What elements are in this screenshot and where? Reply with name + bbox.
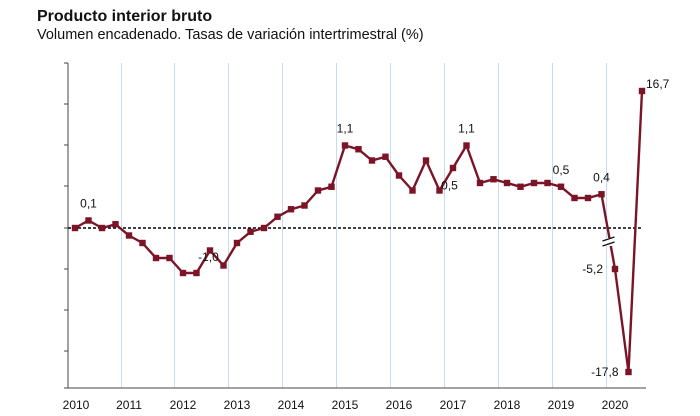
data-point bbox=[179, 269, 187, 277]
chart-title: Producto interior bruto bbox=[37, 8, 213, 25]
data-label: 0,4 bbox=[593, 170, 610, 184]
data-point bbox=[328, 183, 335, 190]
data-point bbox=[125, 232, 133, 239]
data-point bbox=[260, 224, 268, 232]
data-point bbox=[274, 213, 281, 220]
x-tick-label: 2013 bbox=[224, 398, 251, 412]
data-label: 1,1 bbox=[337, 122, 354, 136]
data-label: 0,5 bbox=[441, 179, 458, 193]
data-point bbox=[611, 265, 619, 273]
data-label: -17,8 bbox=[591, 365, 619, 379]
data-point bbox=[71, 224, 79, 232]
data-point bbox=[395, 172, 403, 179]
data-label: -5,2 bbox=[582, 262, 603, 276]
data-point bbox=[152, 254, 160, 262]
axis-break-mark bbox=[602, 236, 615, 242]
data-point bbox=[544, 179, 551, 187]
data-point bbox=[409, 187, 416, 194]
axis-break-gap bbox=[602, 238, 615, 246]
x-tick-label: 2019 bbox=[548, 398, 575, 412]
grid-layer bbox=[121, 63, 607, 388]
axis-break-mark bbox=[602, 241, 615, 247]
data-point bbox=[517, 183, 524, 190]
x-tick-label: 2012 bbox=[170, 398, 197, 412]
data-point bbox=[463, 142, 470, 149]
x-tick-label: 2016 bbox=[386, 398, 413, 412]
annotation-layer: 0,1 -1,0 1,1 0,5 1,1 0,5 0,4 -5,2 -17,8 16,7 bbox=[80, 77, 670, 379]
data-point bbox=[314, 187, 322, 194]
chart-subtitle: Volumen encadenado. Tasas de variación i… bbox=[37, 27, 424, 43]
data-point bbox=[112, 221, 119, 228]
data-point bbox=[625, 368, 632, 376]
data-label: 0,1 bbox=[80, 197, 97, 211]
data-point bbox=[139, 239, 146, 247]
data-point bbox=[490, 176, 497, 183]
data-point bbox=[584, 194, 592, 202]
data-point bbox=[220, 262, 227, 269]
data-point bbox=[193, 269, 200, 277]
data-point bbox=[476, 179, 484, 187]
data-point bbox=[557, 183, 565, 190]
data-point bbox=[530, 179, 538, 187]
series-layer bbox=[71, 87, 646, 376]
data-point bbox=[98, 224, 106, 232]
data-point bbox=[301, 202, 308, 209]
data-point bbox=[503, 179, 511, 187]
data-point bbox=[206, 247, 214, 254]
data-label: 1,1 bbox=[458, 122, 475, 136]
data-point bbox=[571, 194, 578, 202]
data-label: -1,0 bbox=[198, 250, 219, 264]
series-line bbox=[74, 90, 644, 374]
data-point bbox=[598, 191, 605, 198]
x-tick-label: 2017 bbox=[440, 398, 467, 412]
data-point bbox=[449, 164, 457, 172]
x-tick-label: 2014 bbox=[278, 398, 305, 412]
data-point bbox=[341, 142, 349, 149]
data-point bbox=[247, 228, 254, 235]
data-point bbox=[233, 239, 241, 247]
x-tick-label: 2010 bbox=[63, 398, 90, 412]
data-point bbox=[166, 254, 173, 262]
data-point bbox=[355, 146, 362, 153]
x-tick-label: 2011 bbox=[116, 398, 142, 412]
data-point bbox=[85, 217, 92, 224]
data-point bbox=[382, 153, 389, 160]
data-label: 0,5 bbox=[553, 163, 570, 177]
data-point bbox=[422, 157, 430, 164]
x-tick-label: 2015 bbox=[332, 398, 359, 412]
axis-layer: 2010 2011 2012 2013 2014 2015 2016 2017 2018 2019… bbox=[63, 62, 646, 412]
data-label: 16,7 bbox=[646, 77, 670, 91]
x-tick-label: 2018 bbox=[494, 398, 521, 412]
data-point bbox=[368, 157, 376, 164]
data-point bbox=[287, 206, 295, 213]
x-tick-label: 2020 bbox=[602, 398, 629, 412]
data-point bbox=[638, 87, 646, 95]
data-point bbox=[436, 187, 443, 194]
